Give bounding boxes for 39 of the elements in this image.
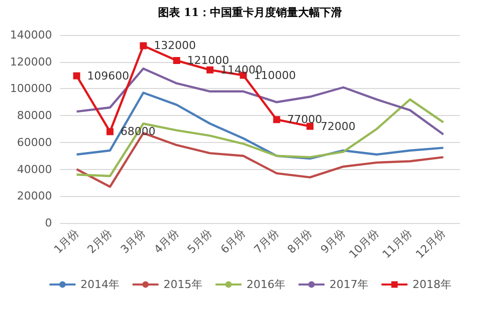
y-tick-label: 120000: [10, 55, 52, 68]
x-tick-label: 10月份: [346, 226, 382, 262]
x-tick-label: 12月份: [413, 226, 448, 262]
x-tick-label: 8月份: [284, 226, 315, 256]
x-tick-label: 5月份: [184, 226, 215, 256]
point: [140, 42, 147, 50]
data-label: 109600: [87, 69, 130, 82]
point: [106, 128, 114, 136]
x-tick-label: 3月份: [118, 226, 148, 256]
line-series: [76, 67, 444, 136]
point: [206, 66, 214, 74]
y-tick-label: 60000: [17, 136, 52, 149]
point: [73, 72, 80, 80]
legend-label: 2017年: [329, 278, 368, 291]
data-label: 77000: [287, 113, 322, 126]
x-tick-label: 6月份: [218, 226, 248, 256]
y-tick-label: 80000: [17, 109, 52, 122]
y-tick-label: 0: [45, 216, 52, 230]
x-tick-label: 1月份: [52, 226, 82, 256]
chart-title: 图表 11：中国重卡月度销量大幅下滑: [158, 6, 342, 19]
x-tick-label: 4月份: [152, 226, 182, 256]
y-tick-label: 40000: [17, 162, 52, 176]
y-tick-label: 20000: [17, 190, 52, 203]
line-series: [76, 92, 444, 160]
data-label: 132000: [154, 39, 196, 52]
x-tick-label: 9月份: [318, 226, 348, 256]
x-tick-label: 7月份: [252, 226, 282, 256]
y-tick-label: 100000: [10, 82, 52, 96]
legend-label: 2016年: [246, 278, 286, 291]
point: [173, 57, 180, 64]
x-tick-label: 11月份: [380, 226, 415, 262]
line-series: [76, 98, 444, 178]
legend-label: 2018年: [412, 278, 452, 291]
data-label: 72000: [320, 120, 356, 133]
legend-label: 2014年: [80, 278, 120, 291]
y-tick-label: 140000: [10, 28, 52, 42]
legend-label: 2015年: [164, 278, 203, 291]
point: [273, 116, 280, 124]
x-tick-label: 2月份: [84, 226, 115, 256]
